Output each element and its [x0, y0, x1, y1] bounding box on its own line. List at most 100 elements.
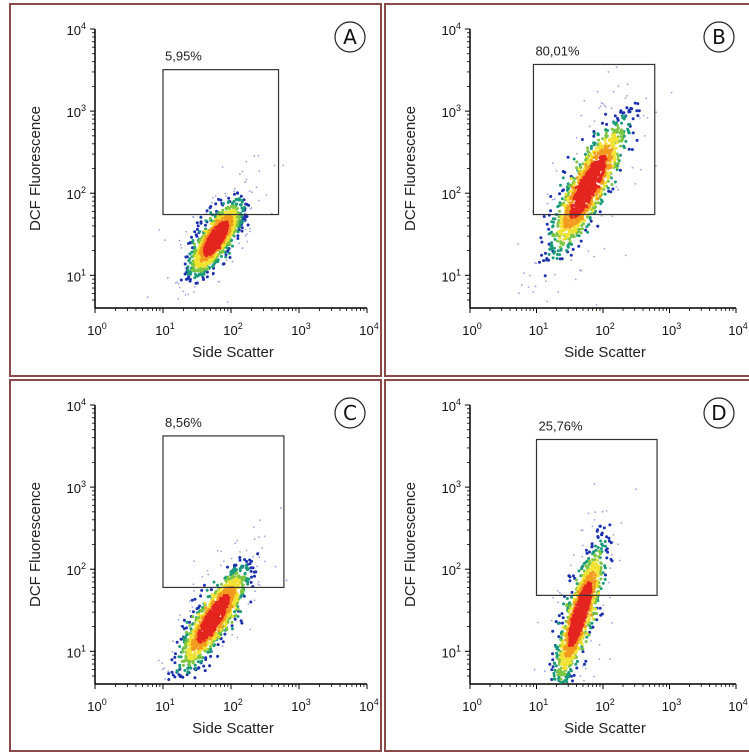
- cell-point: [617, 543, 619, 545]
- cell-point: [594, 555, 597, 558]
- cell-point: [616, 66, 618, 68]
- cell-point: [589, 126, 591, 128]
- x-tick-label: 102: [223, 697, 242, 714]
- cell-point: [583, 569, 586, 572]
- cell-point: [250, 570, 253, 573]
- cell-point: [188, 624, 191, 627]
- cell-point: [551, 620, 553, 622]
- cell-point: [622, 145, 625, 148]
- cell-point: [555, 664, 558, 667]
- cell-point: [222, 645, 224, 647]
- cell-point: [233, 193, 236, 196]
- cell-point: [610, 541, 613, 544]
- cell-point: [604, 545, 607, 548]
- cell-point: [187, 275, 190, 278]
- cell-point: [540, 254, 543, 257]
- cell-point: [613, 534, 615, 536]
- cell-point: [562, 188, 565, 191]
- cell-point: [543, 215, 546, 218]
- cell-point: [206, 589, 209, 592]
- x-tick-label: 102: [595, 321, 614, 338]
- cell-point: [164, 678, 166, 680]
- cell-point: [248, 559, 251, 562]
- x-tick-label: 101: [155, 697, 174, 714]
- cell-point: [599, 552, 602, 555]
- cell-point: [167, 672, 170, 675]
- cell-point: [556, 253, 559, 256]
- cell-point: [552, 224, 555, 227]
- cell-point: [640, 169, 642, 171]
- cell-point: [548, 253, 551, 256]
- cell-point: [581, 643, 584, 646]
- cell-point: [178, 666, 181, 669]
- cell-point: [576, 153, 578, 155]
- cell-point: [224, 625, 227, 628]
- cell-point: [521, 284, 523, 286]
- cell-point: [563, 204, 566, 207]
- cell-point: [178, 645, 181, 648]
- cell-point: [562, 626, 565, 629]
- cell-point: [234, 188, 236, 190]
- cell-point: [191, 599, 194, 602]
- cell-point: [246, 550, 248, 552]
- cell-point: [540, 241, 543, 244]
- cell-point: [620, 135, 623, 138]
- cell-point: [580, 675, 582, 677]
- y-tick-label: 101: [67, 267, 86, 284]
- cell-point: [575, 161, 578, 164]
- cell-point: [173, 676, 176, 679]
- cell-point: [617, 189, 619, 191]
- cell-point: [580, 567, 583, 570]
- cell-point: [592, 525, 594, 527]
- cell-point: [588, 551, 591, 554]
- cell-point: [562, 602, 565, 605]
- cell-point: [194, 273, 197, 276]
- cell-point: [239, 559, 242, 562]
- cell-point: [237, 637, 239, 639]
- cell-point: [581, 647, 584, 650]
- cell-point: [596, 304, 598, 306]
- x-tick-label: 104: [728, 697, 747, 714]
- cell-point: [586, 146, 589, 149]
- cell-point: [226, 566, 229, 569]
- cell-point: [227, 301, 229, 303]
- cell-point: [164, 239, 166, 241]
- cell-point: [190, 236, 193, 239]
- cell-point: [231, 245, 234, 248]
- cell-point: [259, 584, 261, 586]
- cell-point: [239, 569, 242, 572]
- cell-point: [185, 231, 187, 233]
- cell-point: [573, 655, 576, 658]
- cell-point: [216, 655, 219, 658]
- cell-point: [254, 590, 256, 592]
- cell-point: [167, 277, 169, 279]
- cell-point: [559, 678, 562, 681]
- cell-point: [232, 261, 234, 263]
- cell-point: [557, 291, 559, 293]
- cell-point: [240, 590, 243, 593]
- cell-point: [586, 632, 589, 635]
- cell-point: [571, 591, 574, 594]
- cell-point: [244, 203, 247, 206]
- cell-point: [554, 274, 556, 276]
- x-axis-title: Side Scatter: [564, 720, 646, 737]
- cell-point: [559, 184, 562, 187]
- cell-point: [192, 606, 194, 608]
- cell-point: [572, 574, 575, 577]
- cell-point: [188, 257, 191, 260]
- cell-point: [171, 651, 173, 653]
- cell-population: [534, 483, 637, 684]
- cell-point: [552, 221, 555, 224]
- cell-point: [551, 244, 554, 247]
- cell-point: [598, 107, 600, 109]
- cell-point: [568, 579, 571, 582]
- cell-point: [583, 100, 585, 102]
- cell-point: [620, 122, 623, 125]
- cell-point: [569, 668, 572, 671]
- cell-point: [594, 612, 597, 615]
- cell-point: [174, 661, 177, 664]
- cell-point: [282, 165, 284, 167]
- y-tick-label: 101: [67, 643, 86, 660]
- cell-point: [222, 202, 225, 205]
- cell-point: [604, 578, 607, 581]
